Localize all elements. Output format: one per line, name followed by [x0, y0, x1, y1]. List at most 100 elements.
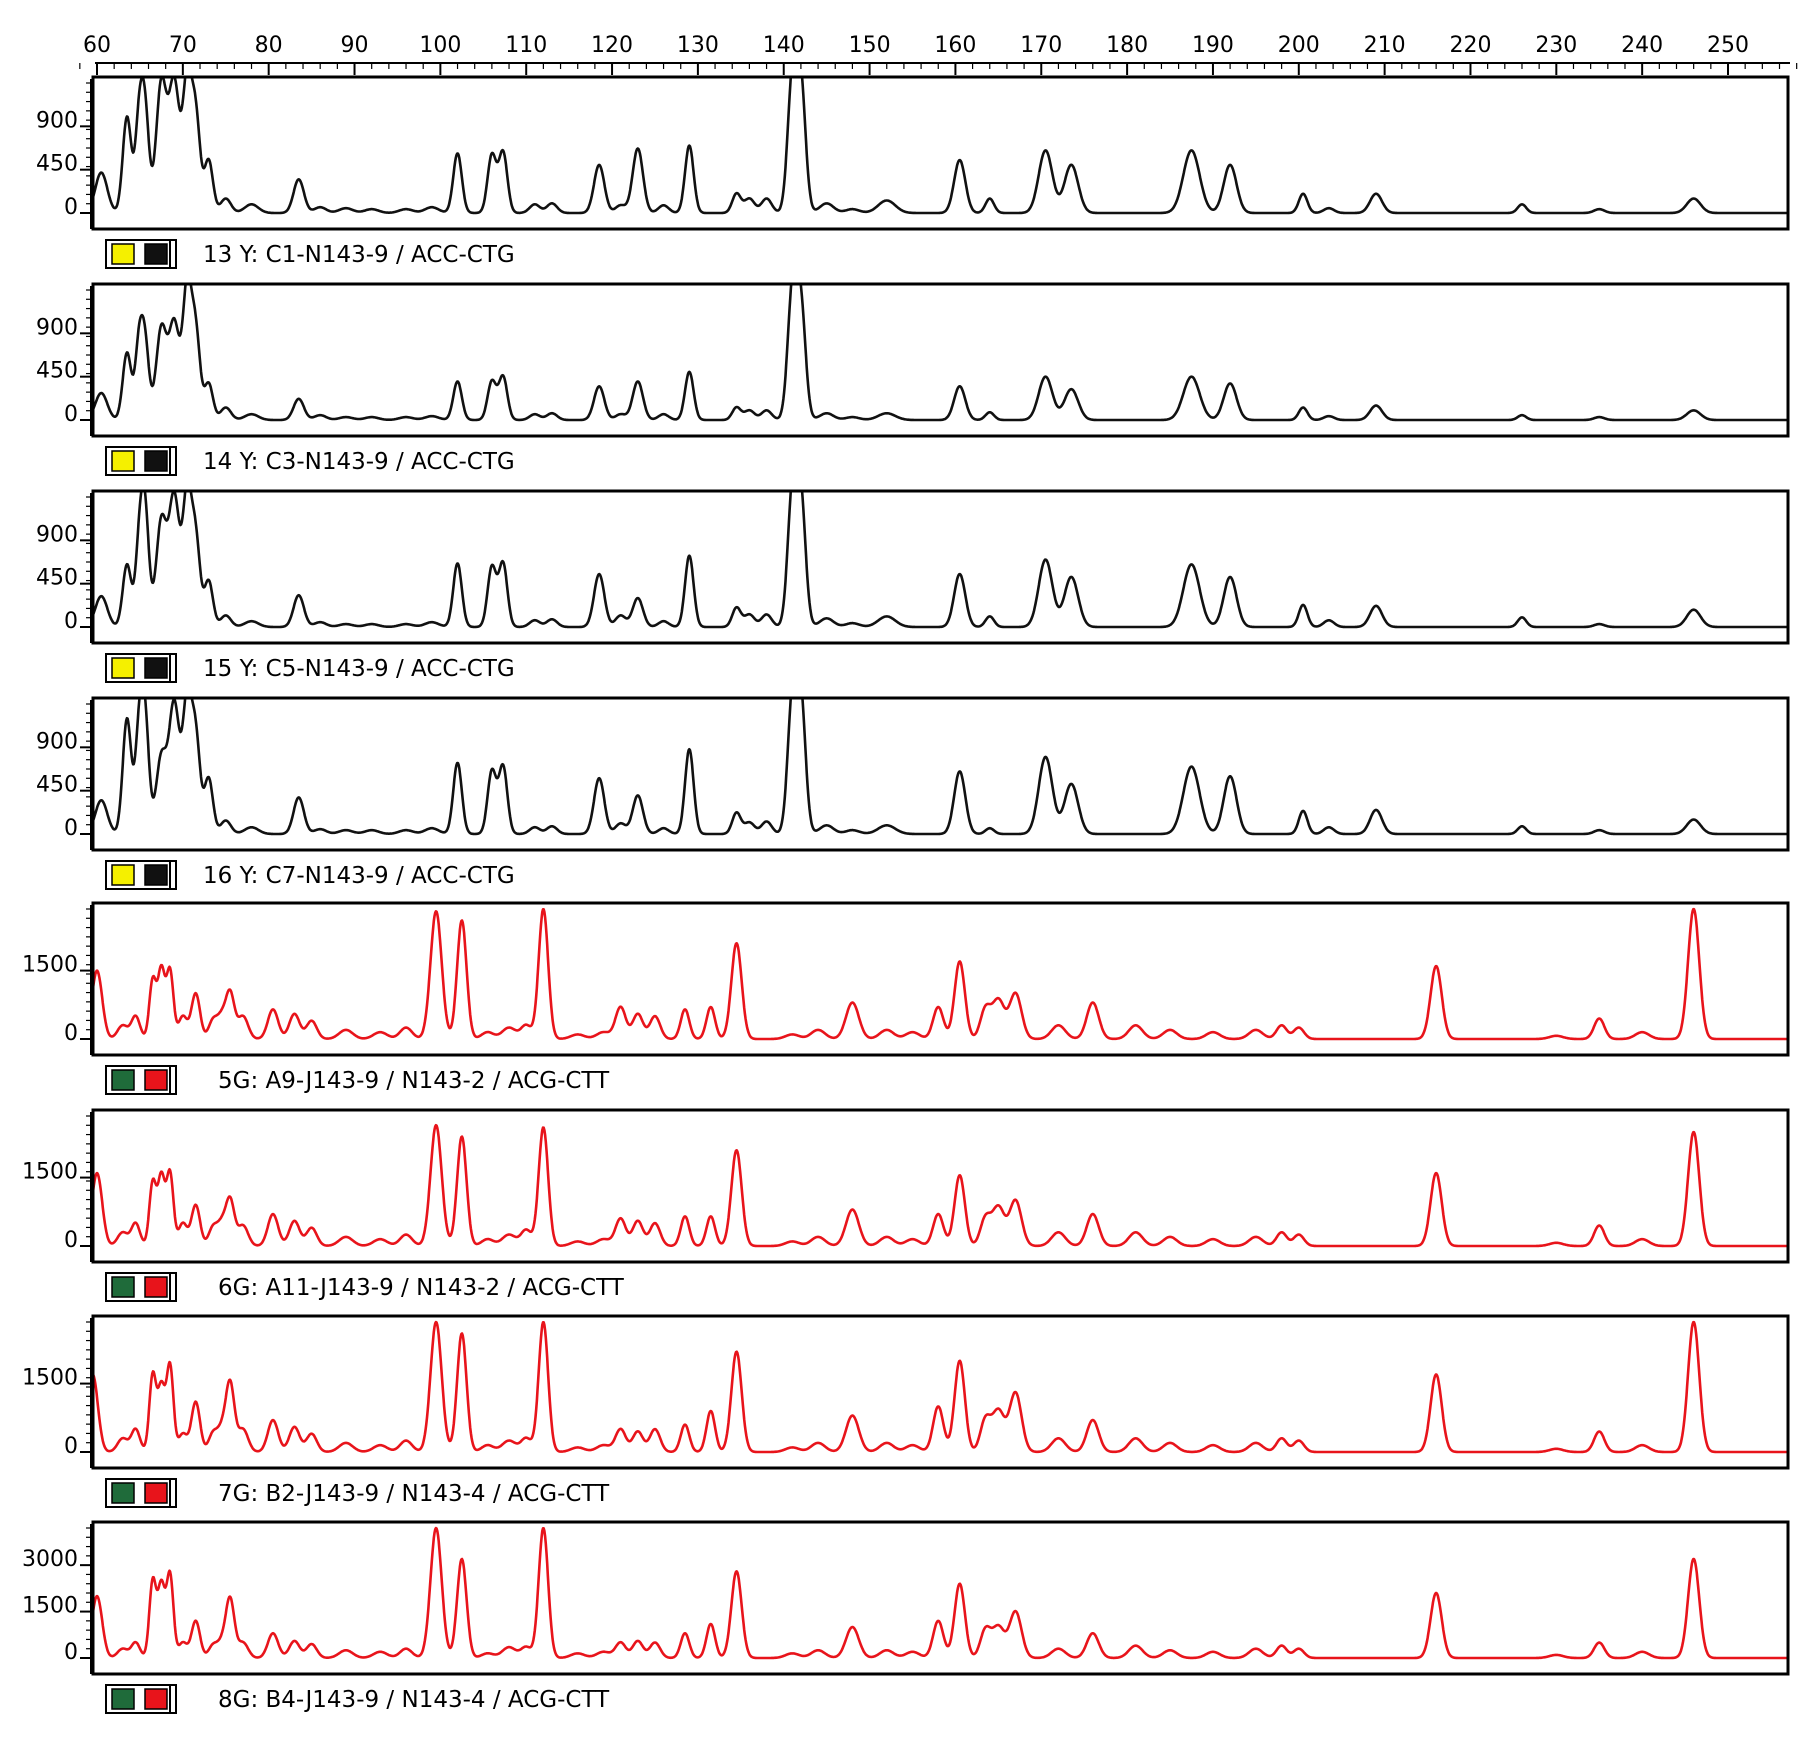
x-tick-label: 230: [1535, 33, 1577, 58]
panel-3: 900 450 0 15 Y: C5-N143-9 / ACC-CTG: [36, 489, 1790, 683]
sample-label: 8G: B4-J143-9 / N143-4 / ACG-CTT: [218, 1687, 610, 1713]
y-tick-label: 1500: [22, 1366, 78, 1391]
y-tick-label: 450: [36, 773, 78, 798]
x-tick-label: 60: [83, 33, 111, 58]
sample-label: 14 Y: C3-N143-9 / ACC-CTG: [203, 449, 515, 475]
signal-trace: [93, 1320, 1788, 1454]
swatch-black: [144, 243, 168, 265]
y-tick-label: 0: [64, 816, 78, 841]
swatch-yellow: [111, 657, 135, 679]
dye-swatch-box: [105, 446, 177, 476]
x-tick-label: 120: [591, 33, 633, 58]
swatch-red: [144, 1276, 168, 1298]
dye-swatch-box: [105, 860, 177, 890]
y-tick-label: 450: [36, 359, 78, 384]
panel-frame: [91, 489, 1790, 645]
dye-swatch-box: [105, 653, 177, 683]
x-tick-label: 90: [341, 33, 369, 58]
x-tick-label: 70: [169, 33, 197, 58]
swatch-green: [111, 1688, 135, 1710]
y-tick-label: 450: [36, 152, 78, 177]
panel-frame: [91, 696, 1790, 852]
swatch-red: [144, 1482, 168, 1504]
dye-swatch-box: [105, 1684, 177, 1714]
y-tick-label: 1500: [22, 1160, 78, 1185]
y-tick-label: 0: [64, 195, 78, 220]
x-tick-label: 100: [419, 33, 461, 58]
sample-label: 7G: B2-J143-9 / N143-4 / ACG-CTT: [218, 1481, 610, 1507]
panel-7: 1500 0 7G: B2-J143-9 / N143-4 / ACG-CTT: [22, 1314, 1790, 1508]
y-tick-label: 900: [36, 522, 78, 547]
panel-5: 1500 0 5G: A9-J143-9 / N143-2 / ACG-CTT: [22, 901, 1790, 1095]
signal-trace: [93, 491, 1788, 629]
swatch-red: [144, 1688, 168, 1710]
y-tick-label: 0: [64, 402, 78, 427]
y-tick-label: 3000: [22, 1547, 78, 1572]
x-tick-label: 140: [763, 33, 805, 58]
x-tick-label: 210: [1364, 33, 1406, 58]
signal-trace: [93, 1123, 1788, 1248]
dye-swatch-box: [105, 1065, 177, 1095]
swatch-yellow: [111, 450, 135, 472]
swatch-yellow: [111, 864, 135, 886]
y-tick-label: 0: [64, 609, 78, 634]
y-tick-label: 450: [36, 566, 78, 591]
swatch-green: [111, 1482, 135, 1504]
dye-swatch-box: [105, 1478, 177, 1508]
x-tick-label: 110: [505, 33, 547, 58]
panel-6: 1500 0 6G: A11-J143-9 / N143-2 / ACG-CTT: [22, 1108, 1790, 1302]
y-tick-label: 0: [64, 1228, 78, 1253]
sample-label: 13 Y: C1-N143-9 / ACC-CTG: [203, 242, 515, 268]
y-tick-label: 1500: [22, 953, 78, 978]
dye-swatch-box: [105, 1272, 177, 1302]
panel-8: 3000 1500 0 8G: B4-J143-9 / N143-4 / ACG-CT…: [22, 1520, 1790, 1714]
signal-trace: [93, 77, 1788, 215]
x-tick-label: 150: [849, 33, 891, 58]
panel-1: 900 450 0 13 Y: C1-N143-9 / ACC-CTG: [36, 75, 1790, 269]
panel-frame: [91, 1108, 1790, 1264]
sample-label: 5G: A9-J143-9 / N143-2 / ACG-CTT: [218, 1068, 610, 1094]
top-size-axis: 60 70 80 90 100 110 120 130 140 150 160 170 180 190 20…: [79, 33, 1798, 75]
sample-label: 6G: A11-J143-9 / N143-2 / ACG-CTT: [218, 1275, 625, 1301]
panel-frame: [91, 1314, 1790, 1470]
swatch-black: [144, 864, 168, 886]
swatch-green: [111, 1276, 135, 1298]
y-tick-label: 0: [64, 1434, 78, 1459]
x-tick-label: 200: [1278, 33, 1320, 58]
y-tick-label: 900: [36, 729, 78, 754]
swatch-yellow: [111, 243, 135, 265]
signal-trace: [93, 907, 1788, 1041]
x-tick-label: 170: [1020, 33, 1062, 58]
swatch-black: [144, 657, 168, 679]
signal-trace: [93, 284, 1788, 422]
sample-label: 15 Y: C5-N143-9 / ACC-CTG: [203, 656, 515, 682]
y-tick-label: 900: [36, 108, 78, 133]
panel-frame: [91, 75, 1790, 231]
x-tick-label: 180: [1106, 33, 1148, 58]
x-tick-label: 130: [677, 33, 719, 58]
y-tick-label: 0: [64, 1021, 78, 1046]
x-tick-label: 160: [934, 33, 976, 58]
x-tick-label: 80: [255, 33, 283, 58]
sample-label: 16 Y: C7-N143-9 / ACC-CTG: [203, 863, 515, 889]
swatch-green: [111, 1069, 135, 1091]
panel-frame: [91, 1520, 1790, 1676]
signal-trace: [93, 698, 1788, 836]
swatch-red: [144, 1069, 168, 1091]
panel-2: 900 450 0 14 Y: C3-N143-9 / ACC-CTG: [36, 282, 1790, 476]
signal-trace: [93, 1526, 1788, 1660]
x-tick-label: 240: [1621, 33, 1663, 58]
x-tick-label: 250: [1707, 33, 1749, 58]
x-tick-label: 220: [1449, 33, 1491, 58]
y-tick-label: 900: [36, 315, 78, 340]
x-tick-label: 190: [1192, 33, 1234, 58]
panel-4: 900 450 0 16 Y: C7-N143-9 / ACC-CTG: [36, 696, 1790, 890]
y-tick-label: 1500: [22, 1594, 78, 1619]
dye-swatch-box: [105, 239, 177, 269]
panel-frame: [91, 901, 1790, 1057]
panel-frame: [91, 282, 1790, 438]
swatch-black: [144, 450, 168, 472]
y-tick-label: 0: [64, 1640, 78, 1665]
